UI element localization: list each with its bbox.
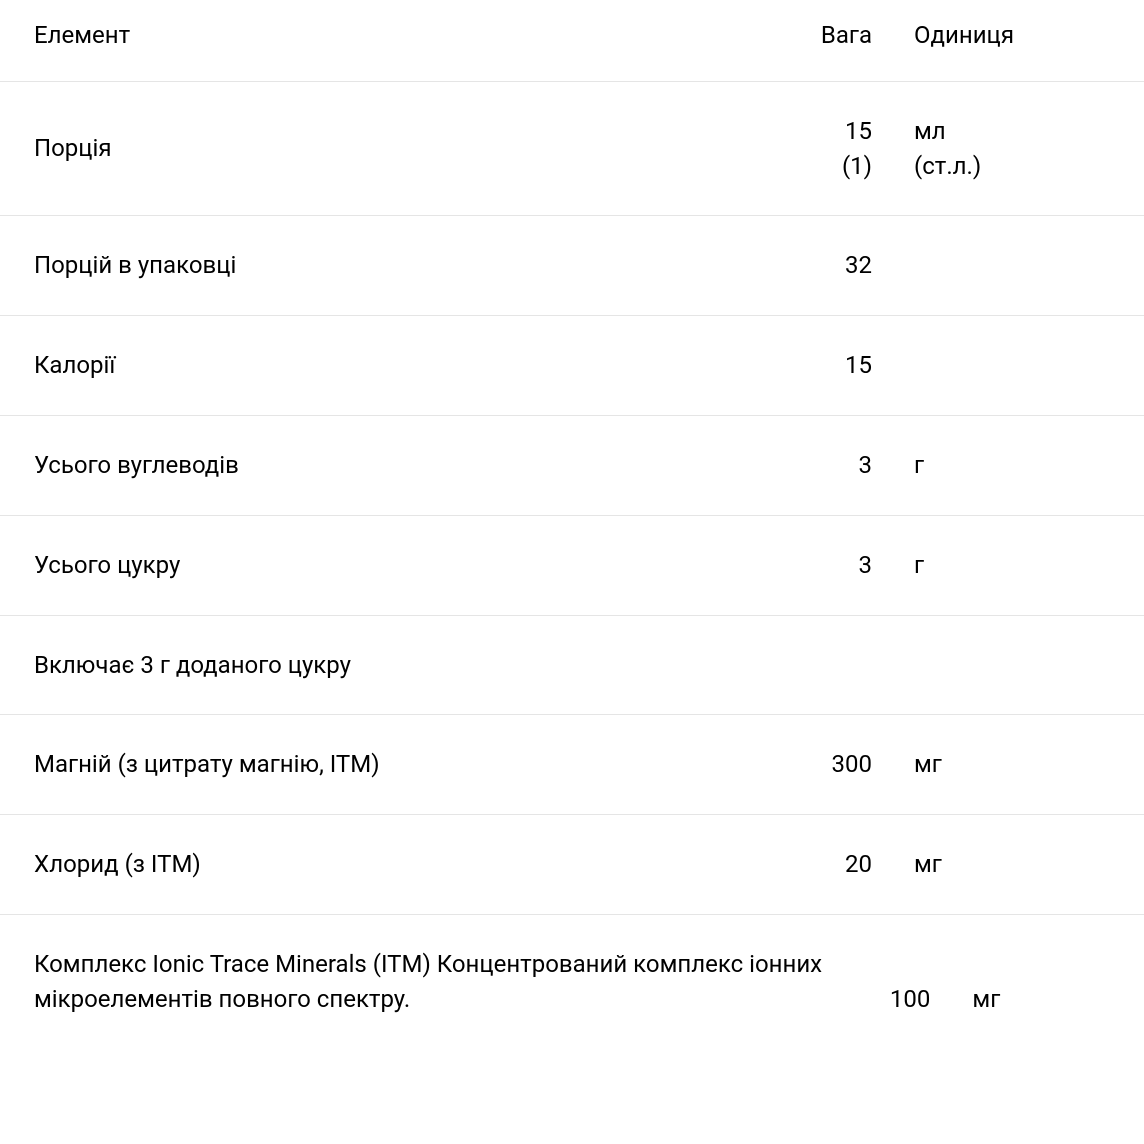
table-row: Калорії 15 [0,316,1144,416]
cell-unit: г [914,448,1110,483]
cell-unit: мг [914,847,1110,882]
table-row: Магній (з цитрату магнію, ITM) 300 мг [0,715,1144,815]
cell-weight: 15 [794,348,914,383]
cell-weight: 15 (1) [794,114,914,184]
table-row: Хлорид (з ITM) 20 мг [0,815,1144,915]
cell-element: Калорії [34,348,794,383]
cell-weight: 20 [794,847,914,882]
cell-element: Хлорид (з ITM) [34,847,794,882]
cell-element: Порцій в упаковці [34,248,794,283]
cell-element: Усього вуглеводів [34,448,794,483]
cell-weight-line1: 15 [794,114,872,149]
cell-weight: 300 [794,747,914,782]
cell-element: Порція [34,131,794,166]
cell-element: Включає 3 г доданого цукру [34,648,794,683]
cell-unit: г [914,548,1110,583]
cell-unit: мг [914,747,1110,782]
nutrition-table: Елемент Вага Одиниця Порція 15 (1) мл (с… [0,0,1144,1017]
cell-weight: 100 [876,982,973,1017]
cell-unit-line2: (ст.л.) [914,149,1110,184]
table-row: Усього вуглеводів 3 г [0,416,1144,516]
table-row: Порція 15 (1) мл (ст.л.) [0,82,1144,217]
header-element: Елемент [34,18,794,53]
table-row: Комплекс Ionic Trace Minerals (ITM) Конц… [0,915,1144,1017]
header-unit: Одиниця [914,18,1110,53]
cell-weight-line2: (1) [794,149,872,184]
table-row: Порцій в упаковці 32 [0,216,1144,316]
cell-unit: мг [972,982,1110,1017]
table-row: Усього цукру 3 г [0,516,1144,616]
cell-element: Магній (з цитрату магнію, ITM) [34,747,794,782]
cell-weight: 3 [794,448,914,483]
cell-weight: 3 [794,548,914,583]
cell-weight: 32 [794,248,914,283]
cell-unit: мл (ст.л.) [914,114,1110,184]
cell-element: Усього цукру [34,548,794,583]
table-header-row: Елемент Вага Одиниця [0,0,1144,82]
table-row: Включає 3 г доданого цукру [0,616,1144,716]
cell-unit-line1: мл [914,114,1110,149]
cell-element: Комплекс Ionic Trace Minerals (ITM) Конц… [34,947,876,1017]
header-weight: Вага [794,18,914,53]
